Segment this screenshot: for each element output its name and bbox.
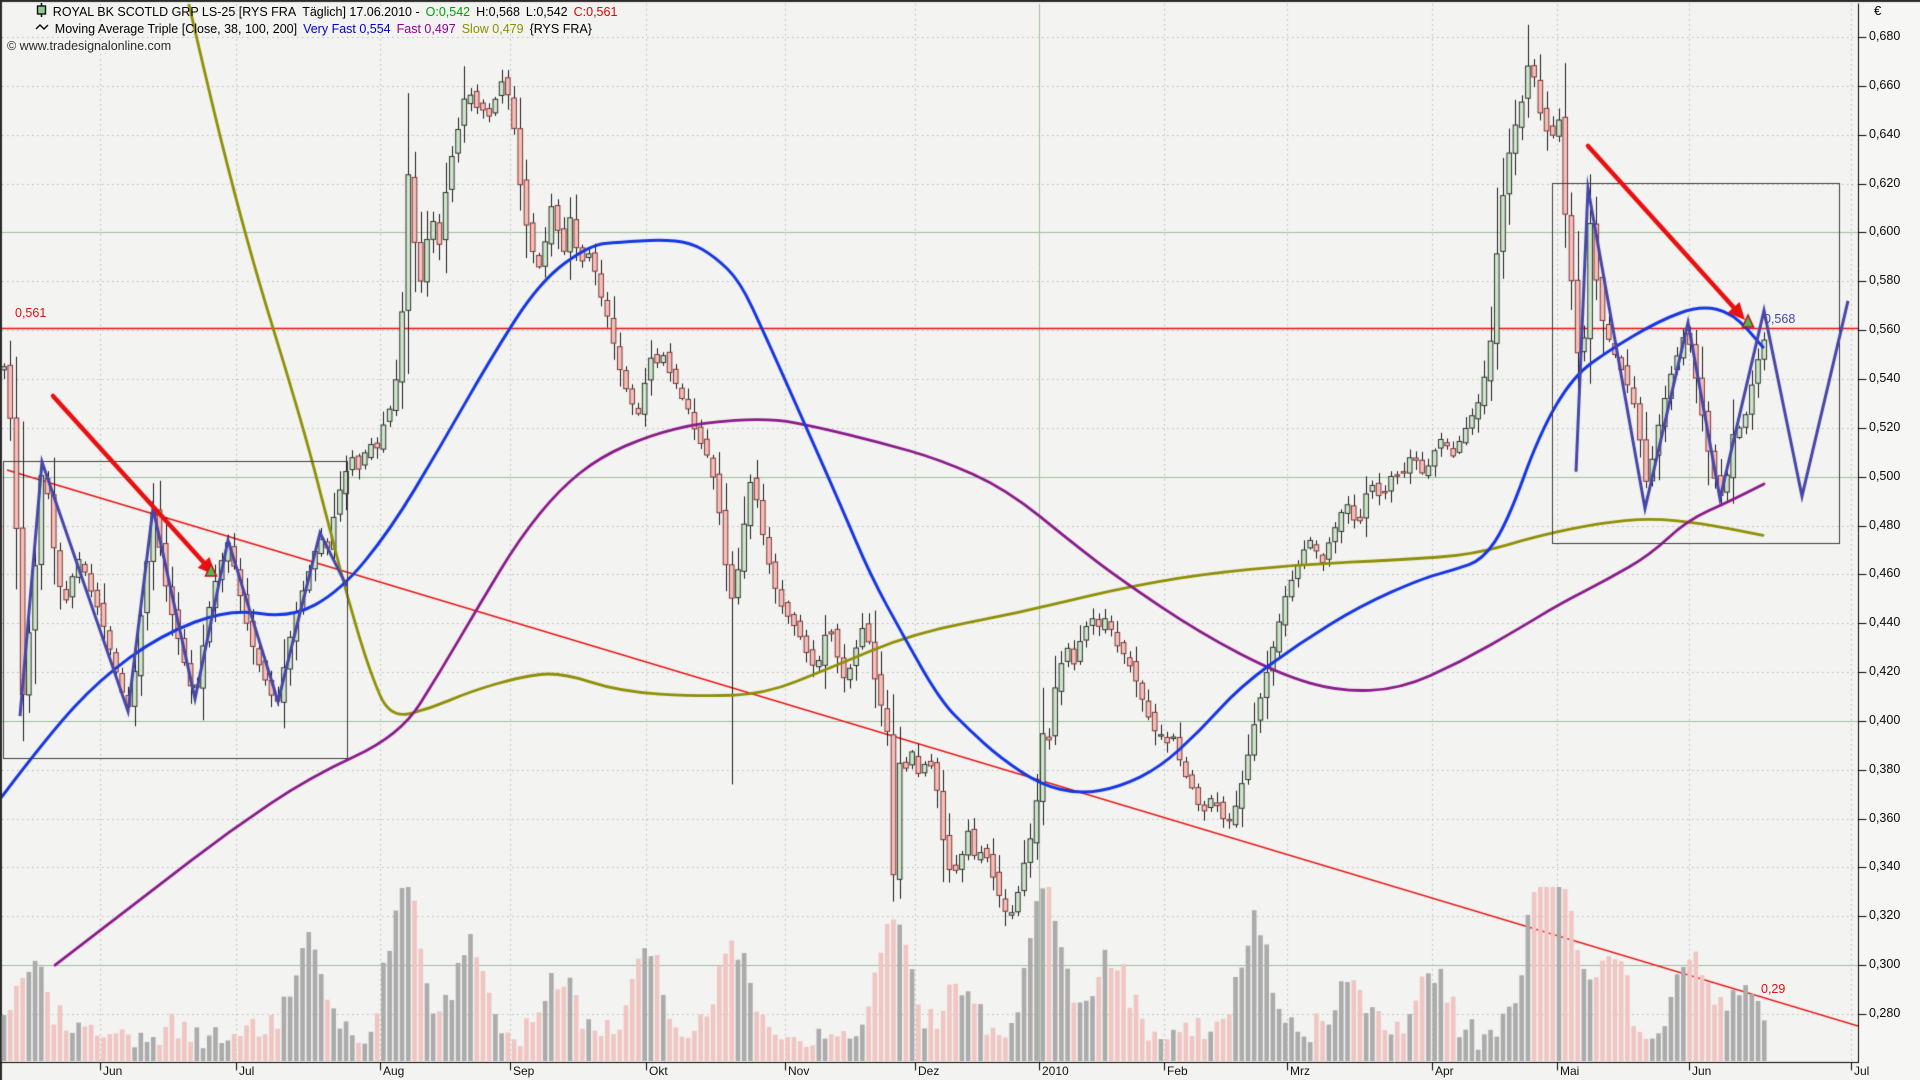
x-tick-label: Okt [649,1064,668,1078]
indicator-slow: Slow 0,479 [461,22,524,36]
y-tick-label: 0,300 [1869,957,1901,972]
y-tick-label: 0,360 [1869,810,1901,825]
x-tick-label: Sep [513,1064,535,1078]
x-tick-label: Jul [239,1064,255,1078]
y-tick-label: 0,380 [1869,761,1901,776]
x-tick-label: Dez [918,1064,940,1078]
x-tick-label: Mrz [1290,1064,1310,1078]
indicator-line: Moving Average Triple [Close, 38, 100, 2… [7,21,617,38]
y-tick-label: 0,400 [1869,712,1901,727]
indicator-name: Moving Average Triple [Close, 38, 100, 2… [54,22,298,36]
indicator-very-fast: Very Fast 0,554 [303,22,391,36]
y-tick-label: 0,540 [1869,370,1901,385]
y-tick-label: 0,620 [1869,175,1901,190]
y-tick-label: 0,560 [1869,322,1901,337]
hline-price-label: 0,561 [15,306,47,320]
instrument-title: ROYAL BK SCOTLD GRP LS-25 [RYS FRA Tägli… [52,5,420,19]
currency-label: € [1874,3,1882,18]
x-tick-label: Jun [1692,1064,1712,1078]
x-tick-label: Jul [1854,1064,1870,1078]
zigzag-icon [7,4,50,55]
y-tick-label: 0,500 [1869,468,1901,483]
ohlc-open: O:0,542 [425,5,471,19]
y-tick-label: 0,640 [1869,126,1901,141]
y-tick-label: 0,660 [1869,77,1901,92]
copyright-line: © www.tradesignalonline.com [7,38,617,55]
x-tick-label: Aug [383,1064,405,1078]
instrument-line: ROYAL BK SCOTLD GRP LS-25 [RYS FRA Tägli… [7,3,618,21]
y-tick-label: 0,320 [1869,908,1901,923]
y-tick-label: 0,440 [1869,615,1901,630]
y-tick-label: 0,340 [1869,859,1901,874]
y-tick-label: 0,680 [1869,29,1901,43]
ohlc-close: C:0,561 [573,5,618,19]
y-tick-label: 0,480 [1869,517,1901,532]
x-tick-label: Feb [1167,1064,1188,1078]
y-tick-label: 0,600 [1869,224,1901,239]
x-tick-label: Mai [1560,1064,1580,1078]
y-tick-label: 0,460 [1869,566,1901,581]
candle-icon [7,0,48,39]
price-marker-label: 0,568 [1764,312,1796,326]
y-tick-label: 0,580 [1869,273,1901,288]
ohlc-low: L:0,542 [525,5,568,19]
y-tick-label: 0,280 [1869,1006,1901,1020]
x-tick-label: Nov [788,1064,810,1078]
y-tick-label: 0,520 [1869,419,1901,434]
ohlc-high: H:0,568 [476,5,520,19]
indicator-suffix: {RYS FRA} [529,22,592,36]
trendline-price-label: 0,29 [1761,982,1786,996]
indicator-fast: Fast 0,497 [396,22,456,36]
x-tick-label: Apr [1435,1064,1454,1078]
x-tick-label: Jun [103,1064,123,1078]
y-tick-label: 0,420 [1869,664,1901,679]
copyright-text: © www.tradesignalonline.com [7,39,172,53]
chart-legend: ROYAL BK SCOTLD GRP LS-25 [RYS FRA Tägli… [7,3,618,55]
x-tick-label: 2010 [1042,1064,1069,1078]
